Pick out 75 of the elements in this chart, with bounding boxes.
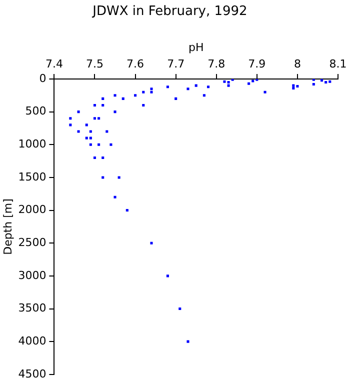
point <box>312 82 315 86</box>
point <box>174 97 178 100</box>
point <box>296 84 299 88</box>
point <box>98 117 100 120</box>
point <box>206 86 210 88</box>
point <box>93 117 96 120</box>
y-tick-label: 3000 <box>18 268 46 282</box>
point <box>89 130 92 133</box>
point <box>106 130 108 133</box>
point <box>186 88 190 90</box>
point <box>93 156 96 160</box>
point <box>227 81 230 84</box>
point <box>166 86 169 88</box>
x-tick-label: 7.4 <box>45 57 63 70</box>
point <box>166 274 169 278</box>
point <box>150 90 153 94</box>
x-axis-title: pH <box>188 41 204 54</box>
point <box>114 110 116 114</box>
point <box>114 94 116 97</box>
point <box>142 90 145 94</box>
y-axis-title: Depth [m] <box>1 198 14 255</box>
point <box>264 90 266 94</box>
point <box>202 94 206 97</box>
x-tick-label: 7.6 <box>126 57 144 70</box>
point <box>85 136 88 140</box>
point <box>69 117 72 120</box>
point <box>194 84 198 87</box>
point <box>102 156 104 160</box>
y-tick-label: 500 <box>25 104 46 118</box>
point <box>110 143 112 146</box>
point <box>85 124 88 126</box>
y-tick-label: 1000 <box>18 138 46 151</box>
point <box>114 196 116 198</box>
point <box>93 104 96 107</box>
point <box>102 176 104 179</box>
point <box>150 88 153 90</box>
point <box>324 81 328 84</box>
point <box>186 340 190 343</box>
point <box>122 97 124 100</box>
x-tick-label: 7.8 <box>208 57 226 70</box>
y-tick-label: 4500 <box>18 367 46 380</box>
point <box>223 80 226 83</box>
x-tick-label: 8.1 <box>329 57 347 70</box>
y-tick-label: 3500 <box>18 302 46 315</box>
point <box>227 84 230 87</box>
y-tick-label: 2000 <box>18 203 46 216</box>
point <box>292 86 295 90</box>
point <box>134 94 137 97</box>
point <box>328 80 332 83</box>
y-tick-label: 2500 <box>18 236 46 249</box>
x-tick-label: 7.5 <box>86 57 104 70</box>
point <box>292 84 295 87</box>
point <box>178 307 182 310</box>
y-tick-label: 1500 <box>18 170 46 184</box>
point <box>150 242 153 244</box>
point <box>142 104 145 107</box>
y-tick-label: 0 <box>39 72 46 85</box>
point <box>320 79 324 82</box>
point <box>248 82 250 85</box>
point <box>77 110 80 114</box>
point <box>252 80 254 82</box>
point <box>102 104 104 107</box>
point <box>89 143 92 146</box>
point <box>89 136 92 140</box>
point <box>77 130 80 133</box>
x-tick-label: 7.7 <box>167 57 185 70</box>
point <box>126 209 128 212</box>
point <box>98 143 100 146</box>
point <box>69 124 72 126</box>
x-tick-label: 8 <box>294 57 301 70</box>
y-tick-label: 4000 <box>18 334 46 348</box>
x-tick-label: 7.9 <box>248 57 266 70</box>
chart-title: JDWX in February, 1992 <box>92 4 248 20</box>
point <box>118 176 120 179</box>
point <box>102 97 104 100</box>
